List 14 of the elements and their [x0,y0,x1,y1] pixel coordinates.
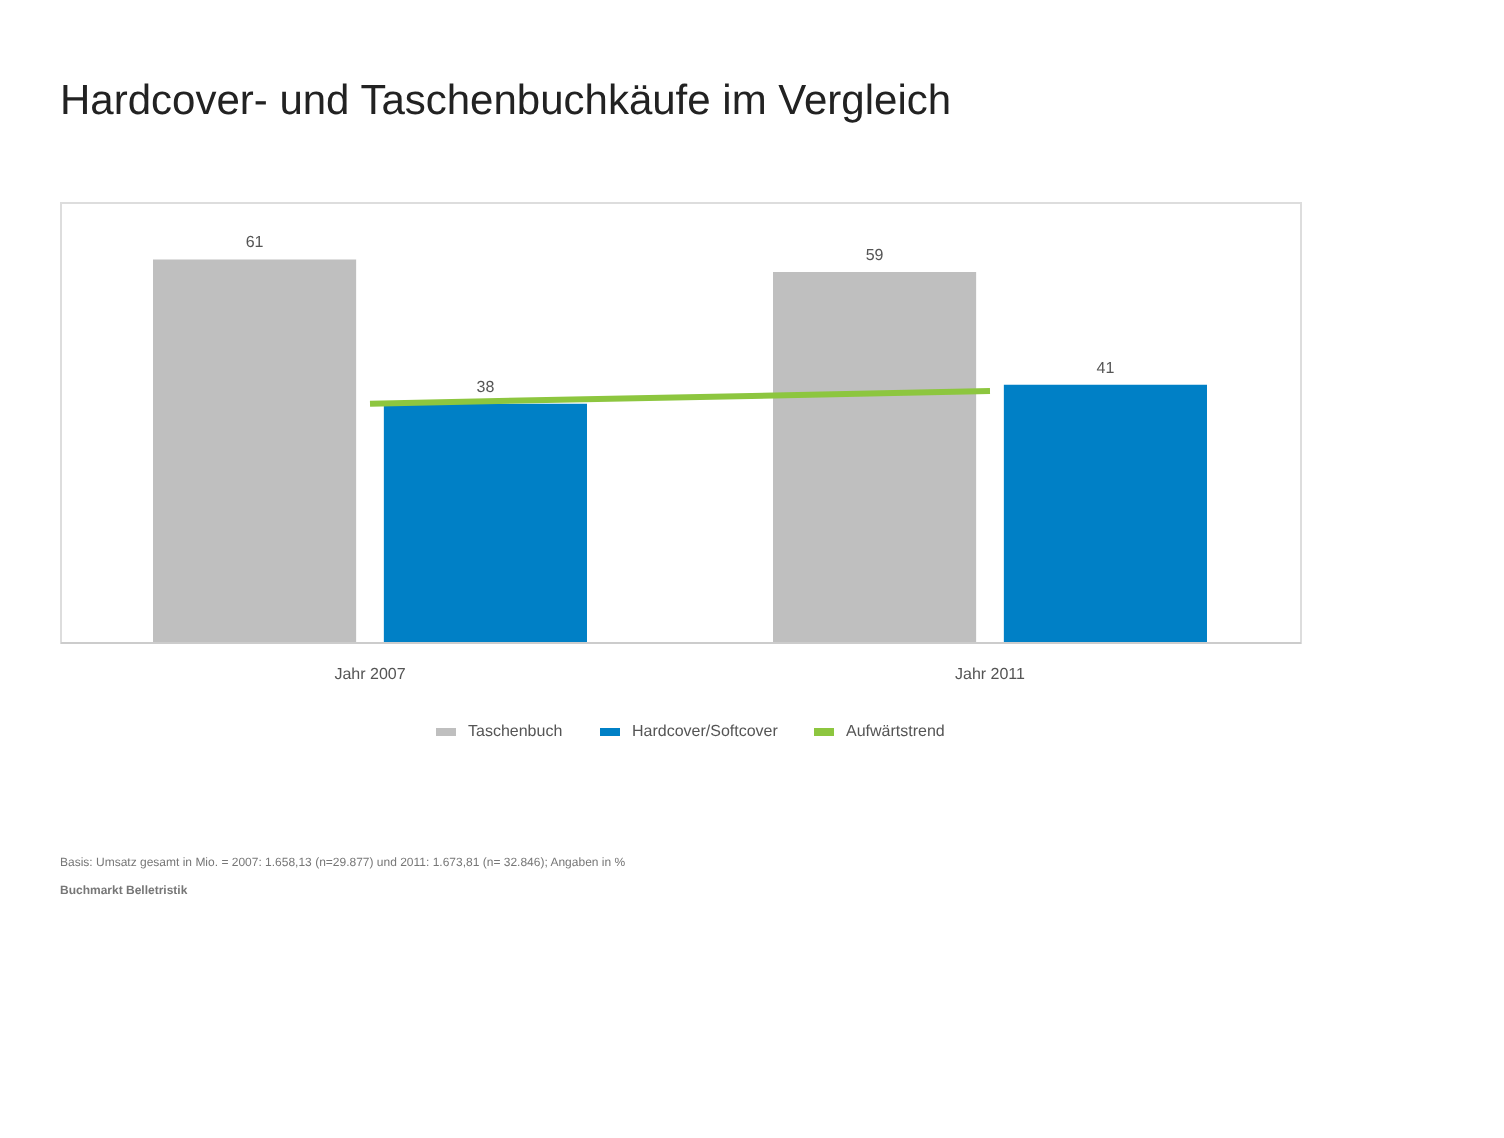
bar [1003,384,1207,642]
legend-label: Taschenbuch [468,722,563,740]
bar [773,271,977,642]
bar [383,403,587,642]
x-tick-label: Jahr 2007 [334,665,407,683]
data-label: 61 [245,233,265,252]
legend-label: Hardcover/Softcover [632,722,779,740]
data-label: 38 [476,377,496,396]
data-label: 59 [865,245,885,264]
data-label: 41 [1096,358,1116,377]
legend-label: Aufwärtstrend [846,722,945,740]
bar [153,259,357,642]
x-tick-label: Jahr 2011 [955,665,1027,683]
chart-title: Hardcover- und Taschenbuchkäufe im Vergleich [60,78,952,124]
